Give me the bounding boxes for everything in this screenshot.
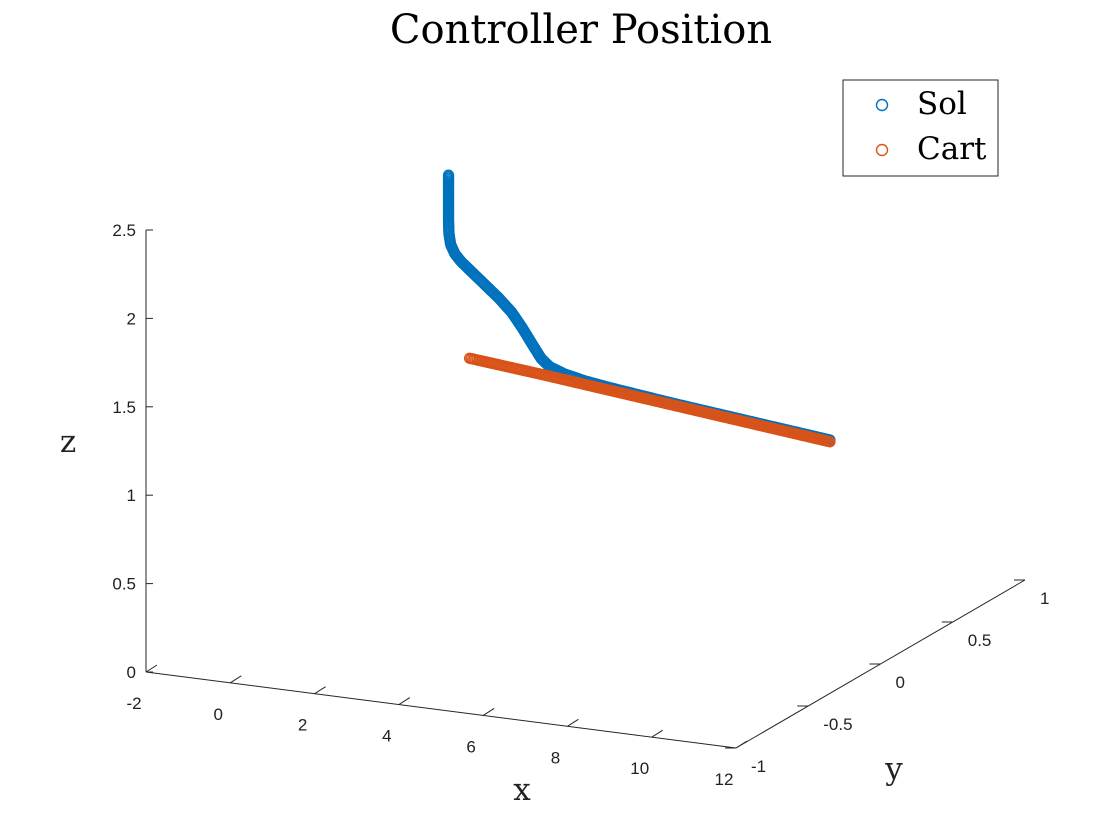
x-tick-mark	[482, 708, 495, 716]
x-axis-line	[145, 671, 737, 749]
z-tick-label: 2	[127, 309, 136, 328]
y-tick-label: 0.5	[968, 631, 992, 650]
data-marks	[442, 169, 836, 448]
chart-title: Controller Position	[390, 7, 772, 53]
x-tick-label: 8	[551, 748, 560, 767]
x-tick-label: -2	[126, 694, 141, 713]
x-tick-mark	[230, 675, 242, 684]
y-tick-label: 1	[1040, 589, 1049, 608]
z-tick-label: 1.5	[112, 398, 136, 417]
legend-marker-cart	[875, 143, 889, 157]
legend-box	[842, 79, 999, 177]
z-tick-label: 2.5	[112, 221, 136, 240]
x-tick-mark	[145, 664, 158, 673]
x-tick-mark	[398, 697, 411, 705]
data-point-cart	[824, 436, 836, 448]
series-cart	[463, 352, 836, 448]
z-axis-label: z	[60, 424, 76, 460]
y-axis-label: y	[884, 751, 903, 787]
x-tick-mark	[567, 718, 579, 727]
x-tick-mark	[651, 729, 663, 738]
y-tick-label: -1	[751, 757, 766, 776]
legend: Sol Cart	[842, 79, 999, 177]
legend-label-sol: Sol	[917, 86, 967, 122]
legend-marker-sol	[875, 98, 889, 112]
x-tick-label: 0	[214, 705, 223, 724]
x-tick-mark	[735, 740, 748, 749]
x-tick-label: 2	[298, 716, 307, 735]
x-tick-label: 12	[715, 770, 734, 789]
x-tick-mark	[314, 686, 326, 695]
series-sol	[442, 169, 836, 446]
x-tick-label: 4	[382, 727, 391, 746]
axis-ticks: 0 0.5 1 1.5 2 2.5 -2 0 2 4 6 8 10 12 -1 -0.5 0 0.5 1	[112, 221, 1049, 789]
y-tick-label: -0.5	[823, 715, 852, 734]
x-tick-label: 10	[630, 759, 649, 778]
y-tick-label: 0	[896, 673, 905, 692]
z-tick-label: 0.5	[112, 575, 136, 594]
z-tick-label: 0	[127, 663, 136, 682]
x-axis-label: x	[513, 772, 531, 808]
z-tick-label: 1	[127, 486, 136, 505]
axes-3d	[145, 230, 1026, 749]
x-tick-label: 6	[466, 737, 475, 756]
legend-label-cart: Cart	[917, 131, 987, 167]
